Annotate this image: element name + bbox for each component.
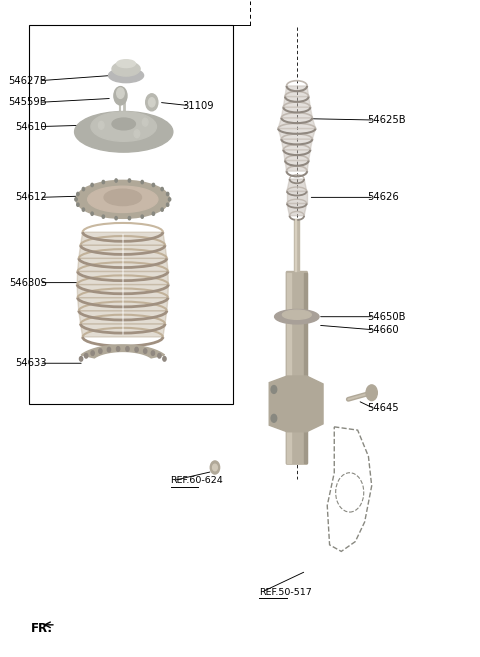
- Circle shape: [167, 203, 169, 206]
- Circle shape: [108, 348, 110, 352]
- Polygon shape: [283, 150, 311, 160]
- Text: 54650B: 54650B: [367, 311, 406, 322]
- Polygon shape: [285, 160, 309, 171]
- Ellipse shape: [112, 118, 135, 130]
- Text: 54660: 54660: [367, 325, 398, 335]
- Polygon shape: [278, 118, 315, 129]
- Ellipse shape: [76, 180, 169, 218]
- Circle shape: [151, 351, 155, 355]
- Ellipse shape: [112, 62, 140, 76]
- Circle shape: [98, 122, 104, 129]
- Bar: [304, 273, 307, 463]
- Circle shape: [115, 179, 117, 182]
- Circle shape: [167, 193, 169, 196]
- Circle shape: [271, 415, 276, 422]
- Ellipse shape: [275, 309, 319, 324]
- Polygon shape: [278, 129, 315, 139]
- Circle shape: [91, 212, 93, 215]
- Text: 31109: 31109: [182, 101, 214, 110]
- Ellipse shape: [104, 189, 142, 206]
- Circle shape: [117, 347, 120, 351]
- Polygon shape: [287, 179, 307, 191]
- Circle shape: [366, 385, 377, 401]
- Circle shape: [75, 198, 77, 201]
- Circle shape: [128, 179, 131, 182]
- Polygon shape: [81, 345, 165, 358]
- Circle shape: [91, 351, 94, 355]
- Polygon shape: [78, 258, 168, 271]
- Text: 54612: 54612: [15, 193, 47, 202]
- Polygon shape: [79, 311, 167, 324]
- Circle shape: [82, 208, 84, 212]
- Text: 54627B: 54627B: [8, 76, 47, 85]
- Polygon shape: [77, 284, 168, 298]
- Text: REF.60-624: REF.60-624: [170, 476, 223, 485]
- Text: 54633: 54633: [15, 358, 47, 368]
- Circle shape: [141, 215, 144, 218]
- Polygon shape: [281, 107, 312, 118]
- Circle shape: [126, 347, 129, 351]
- Ellipse shape: [88, 186, 158, 212]
- Polygon shape: [287, 191, 307, 204]
- Polygon shape: [281, 139, 312, 150]
- Circle shape: [168, 198, 171, 201]
- Bar: [295, 219, 299, 271]
- Bar: [29, 25, 233, 404]
- Circle shape: [134, 130, 140, 138]
- Circle shape: [146, 94, 158, 111]
- Circle shape: [77, 193, 79, 196]
- Text: 54630S: 54630S: [9, 278, 47, 288]
- Circle shape: [115, 217, 117, 220]
- Circle shape: [77, 203, 79, 206]
- Circle shape: [141, 181, 144, 184]
- Circle shape: [161, 187, 163, 191]
- Text: FR.: FR.: [31, 622, 53, 635]
- Circle shape: [82, 187, 84, 191]
- Circle shape: [99, 349, 102, 353]
- Text: 54559B: 54559B: [8, 97, 47, 107]
- Circle shape: [152, 212, 155, 215]
- Polygon shape: [285, 86, 309, 97]
- Circle shape: [161, 208, 163, 212]
- Text: 54626: 54626: [367, 193, 399, 202]
- Circle shape: [152, 183, 155, 187]
- Circle shape: [80, 357, 83, 361]
- Circle shape: [163, 357, 166, 361]
- Polygon shape: [269, 376, 323, 432]
- Ellipse shape: [108, 68, 144, 83]
- Circle shape: [102, 181, 105, 184]
- Polygon shape: [81, 232, 165, 245]
- Circle shape: [114, 87, 127, 105]
- Ellipse shape: [117, 60, 135, 68]
- Circle shape: [148, 98, 155, 107]
- Circle shape: [84, 353, 88, 358]
- Circle shape: [210, 461, 220, 474]
- Circle shape: [144, 349, 147, 353]
- Circle shape: [135, 348, 138, 352]
- Ellipse shape: [282, 310, 311, 319]
- Bar: [287, 273, 291, 463]
- Ellipse shape: [74, 112, 173, 152]
- Circle shape: [117, 88, 124, 99]
- Circle shape: [91, 183, 93, 187]
- Bar: [295, 219, 296, 271]
- Text: REF.50-517: REF.50-517: [259, 587, 312, 597]
- Polygon shape: [81, 324, 165, 337]
- Polygon shape: [287, 204, 307, 215]
- Polygon shape: [78, 298, 168, 311]
- Polygon shape: [283, 97, 311, 107]
- FancyBboxPatch shape: [286, 271, 308, 465]
- Circle shape: [143, 118, 148, 126]
- Circle shape: [271, 386, 276, 394]
- Circle shape: [128, 217, 131, 220]
- Polygon shape: [79, 245, 167, 258]
- Polygon shape: [77, 271, 168, 284]
- Text: 54610: 54610: [15, 122, 47, 131]
- Text: 54625B: 54625B: [367, 115, 406, 125]
- Circle shape: [213, 464, 217, 471]
- Text: 54645: 54645: [367, 403, 398, 413]
- Circle shape: [102, 215, 105, 218]
- Circle shape: [158, 353, 161, 358]
- Ellipse shape: [91, 112, 156, 141]
